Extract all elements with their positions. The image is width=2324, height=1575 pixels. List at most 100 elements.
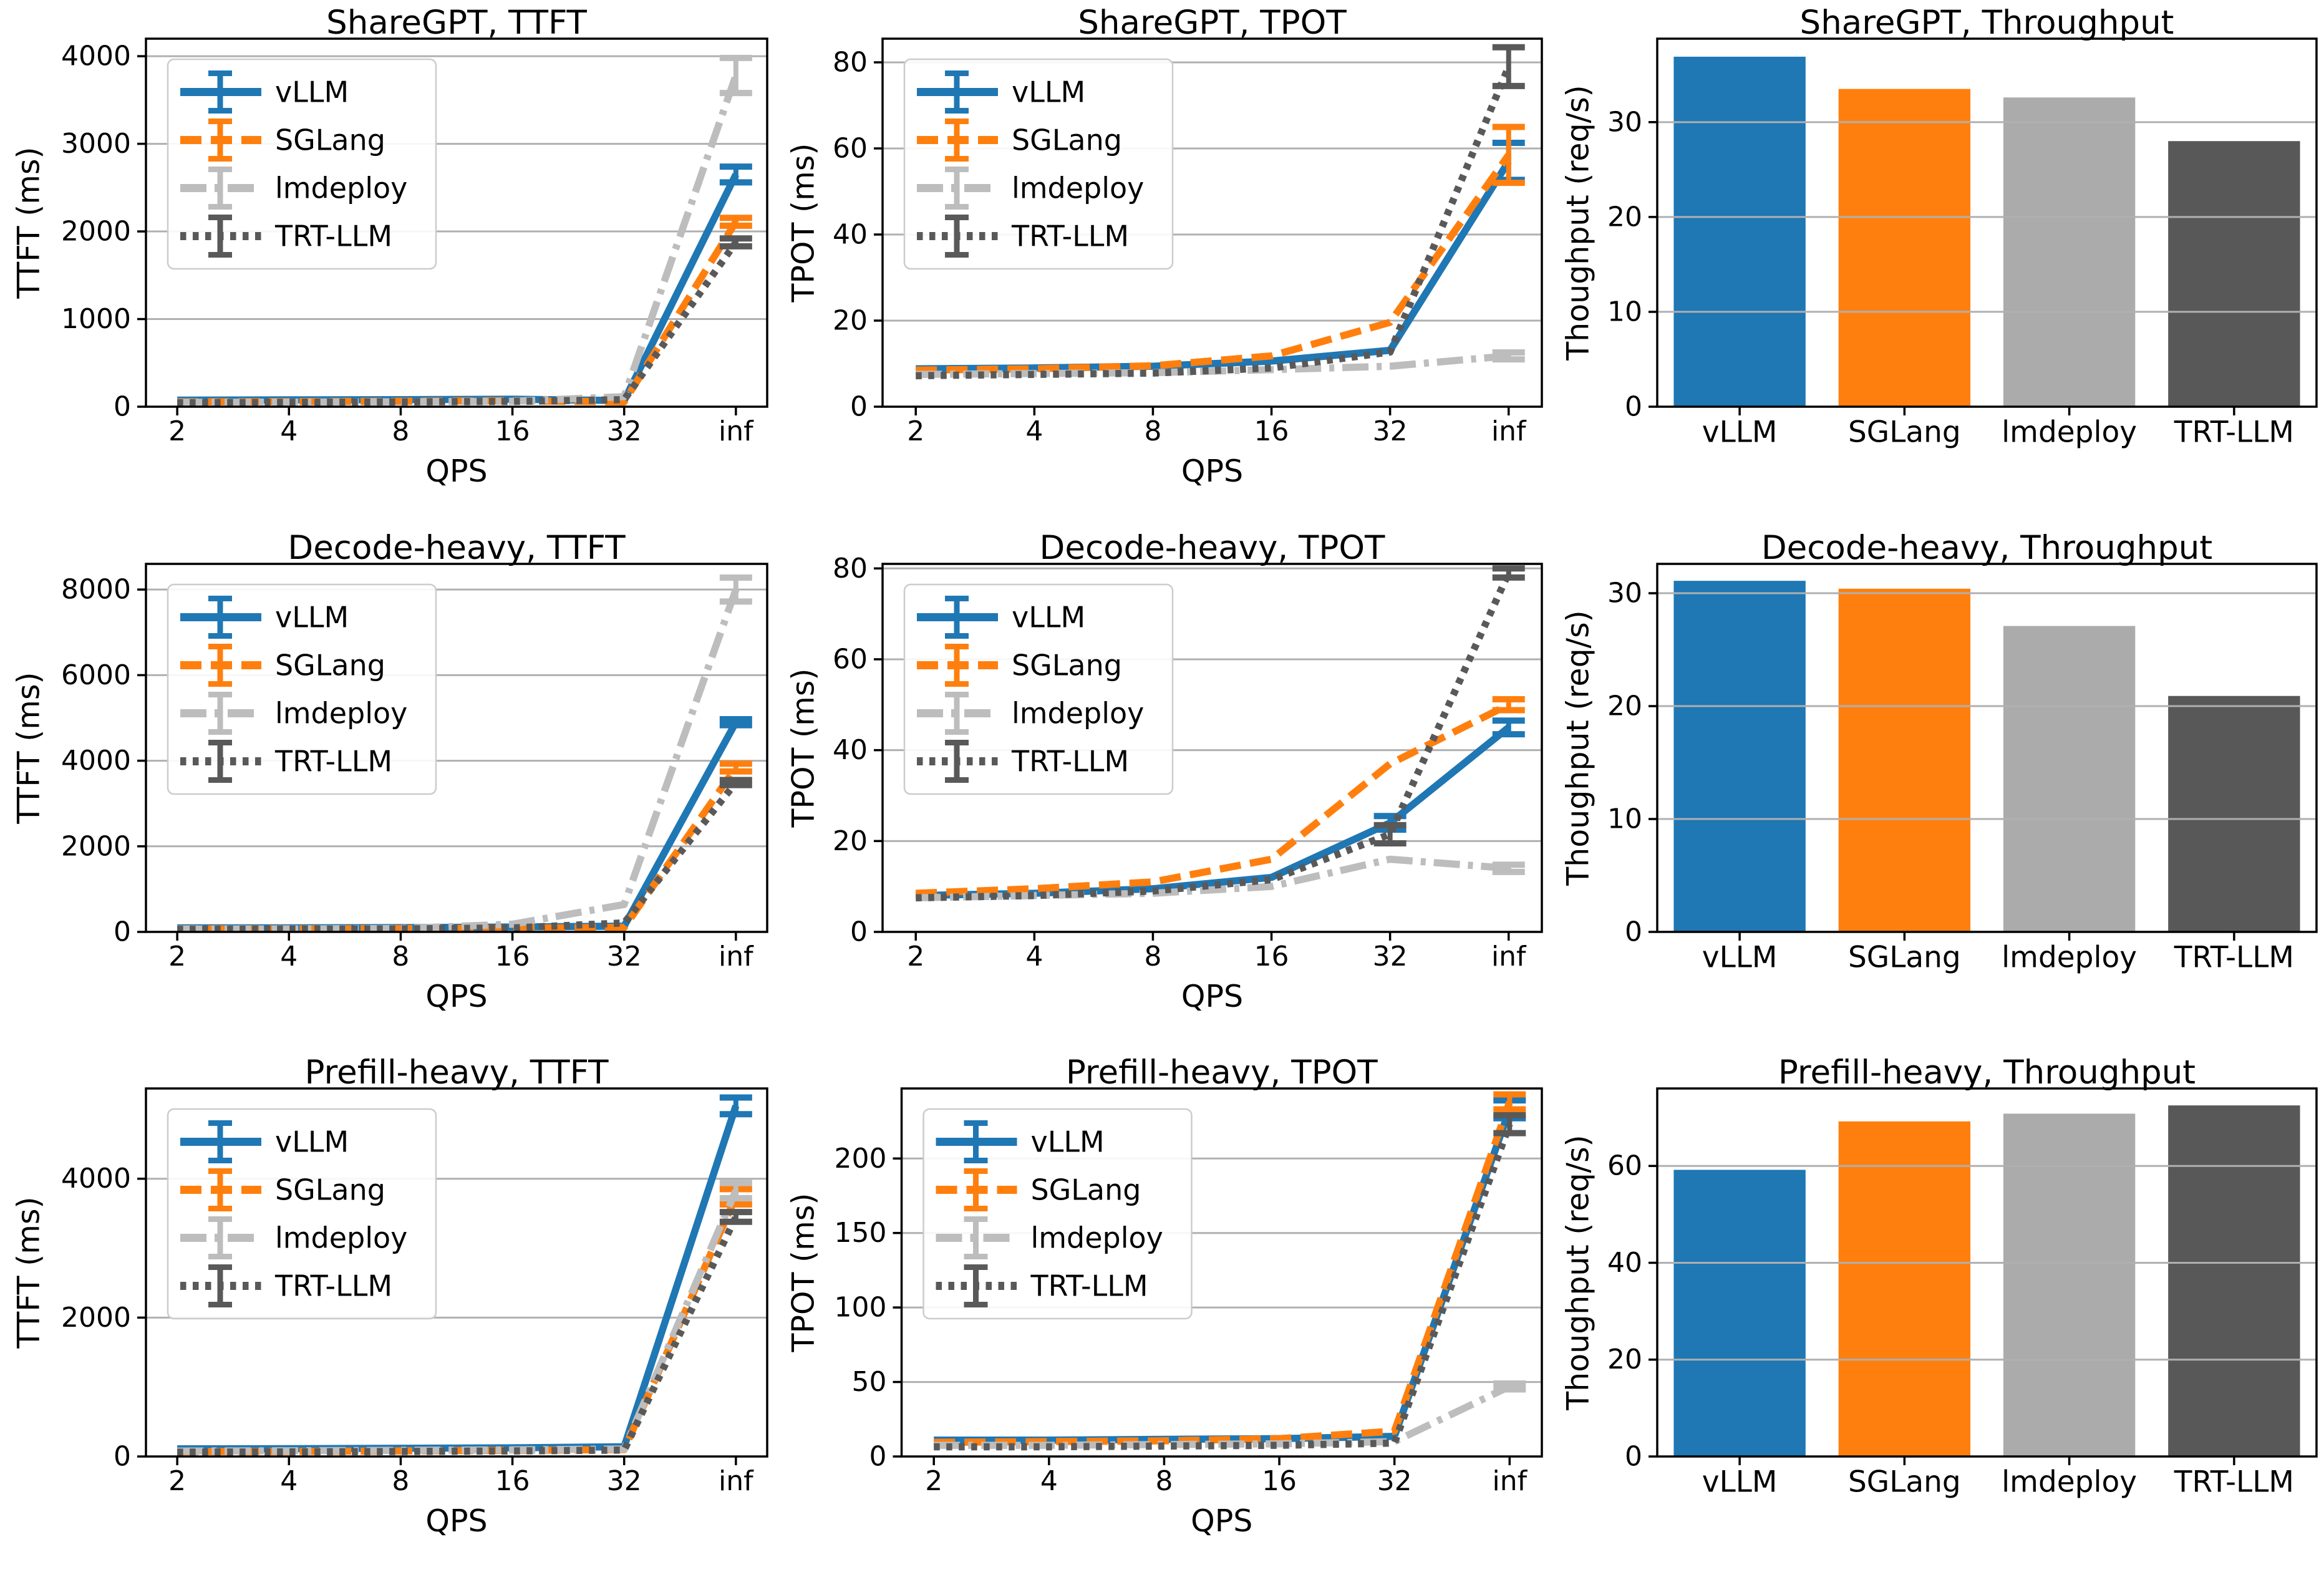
x-tick-label: 2 <box>168 415 186 447</box>
bar-category-label: TRT-LLM <box>2174 1465 2294 1500</box>
legend-label: vLLM <box>1012 600 1085 634</box>
y-tick-label: 40 <box>1607 1247 1642 1279</box>
chart-title: Decode-heavy, TTFT <box>288 528 626 567</box>
y-tick-label: 4000 <box>61 745 131 777</box>
x-tick-label: 4 <box>1040 1465 1058 1497</box>
bar-category-label: vLLM <box>1702 415 1778 449</box>
x-axis: 2 4 8 16 32 inf QPS <box>907 931 1527 1014</box>
plot-frame <box>1656 37 2318 408</box>
x-axis: 2 4 8 16 32 inf QPS <box>925 1456 1528 1539</box>
legend-entry-vLLM: vLLM <box>180 595 349 639</box>
bar-vLLM <box>1673 1170 1806 1457</box>
chart-decode-heavy-ttft: Decode-heavy, TTFT 2 4 8 16 32 inf QPS 0 2000 400… <box>0 525 775 1050</box>
chart-sharegpt-throughput: ShareGPT, Throughput vLLM SGLang lmdeploy T… <box>1549 0 2324 525</box>
bar-vLLM <box>1673 56 1806 407</box>
chart-canvas: 2 4 8 16 32 inf QPS 0 1000 2000 3000 4000 TTFT (ms) v… <box>11 37 768 489</box>
bar-category-label: vLLM <box>1702 940 1778 974</box>
legend-label: SGLang <box>275 1173 385 1207</box>
chart-canvas: 2 4 8 16 32 inf QPS 0 50 100 150 200 TPOT (ms) vLLM SG… <box>786 1087 1543 1539</box>
y-tick-label: 60 <box>833 643 868 675</box>
x-tick-label: inf <box>1491 941 1527 972</box>
legend-label: TRT-LLM <box>274 1269 392 1303</box>
legend-box <box>922 1108 1193 1320</box>
series-area <box>916 44 1525 380</box>
legend-entry-SGLang: SGLang <box>917 118 1122 162</box>
x-tick-label: 32 <box>607 941 642 972</box>
series-TRT-LLM <box>177 1209 752 1456</box>
bar-TRT-LLM <box>2168 1105 2300 1457</box>
series-lmdeploy <box>916 349 1525 378</box>
y-tick-label: 3000 <box>61 128 131 160</box>
bar-SGLang <box>1838 588 1971 932</box>
y-tick-label: 20 <box>833 304 868 336</box>
x-axis: 2 4 8 16 32 inf QPS <box>907 406 1527 489</box>
legend: vLLM SGLang lmdeploy TRT-LLM <box>903 58 1174 270</box>
legend: vLLM SGLang lmdeploy TRT-LLM <box>922 1108 1193 1320</box>
chart-canvas: vLLM SGLang lmdeploy TRT-LLM 0 10 20 30 Thoughpu… <box>1561 37 2318 449</box>
chart-sharegpt-ttft: ShareGPT, TTFT 2 4 8 16 32 inf QPS 0 1000 2000 300… <box>0 0 775 525</box>
legend-entry-lmdeploy: lmdeploy <box>917 166 1144 210</box>
legend-entry-vLLM: vLLM <box>936 1120 1105 1164</box>
x-axis-label: QPS <box>1181 453 1243 489</box>
series-TRT-LLM <box>934 1112 1526 1451</box>
legend: vLLM SGLang lmdeploy TRT-LLM <box>903 583 1174 795</box>
x-tick-label: 32 <box>1373 941 1408 972</box>
y-tick-label: 60 <box>1607 1150 1642 1182</box>
plot-frame <box>1656 562 2318 933</box>
legend-entry-SGLang: SGLang <box>180 118 385 162</box>
x-axis: 2 4 8 16 32 inf QPS <box>168 931 754 1014</box>
x-tick-label: 32 <box>1373 415 1408 447</box>
legend-entry-SGLang: SGLang <box>936 1168 1141 1212</box>
y-tick-label: 0 <box>1625 1441 1642 1473</box>
y-axis: 0 20 40 60 80 TPOT (ms) <box>786 46 883 422</box>
x-axis-label: QPS <box>425 979 487 1014</box>
x-tick-label: 2 <box>168 941 186 972</box>
y-axis: 0 50 100 150 200 TPOT (ms) <box>786 1143 902 1473</box>
chart-canvas: vLLM SGLang lmdeploy TRT-LLM 0 20 40 60 Thoughpu… <box>1561 1087 2318 1500</box>
series-SGLang <box>916 695 1525 897</box>
chart-decode-heavy-tpot: Decode-heavy, TPOT 2 4 8 16 32 inf QPS 0 20 40 60 8… <box>775 525 1549 1050</box>
legend-label: lmdeploy <box>1012 171 1144 205</box>
y-tick-label: 4000 <box>61 41 131 72</box>
legend-label: lmdeploy <box>275 1221 407 1255</box>
series-SGLang <box>916 124 1525 374</box>
chart-title: Prefill-heavy, Throughput <box>1778 1054 2196 1092</box>
bar-category-label: lmdeploy <box>2002 940 2137 974</box>
bar-category-label: SGLang <box>1848 940 1961 974</box>
bar-category-label: vLLM <box>1702 1465 1778 1500</box>
y-tick-label: 2000 <box>61 1302 131 1334</box>
y-tick-label: 10 <box>1607 803 1642 835</box>
y-tick-label: 20 <box>1607 690 1642 722</box>
x-tick-label: 4 <box>280 941 298 972</box>
chart-title: ShareGPT, TPOT <box>1078 4 1347 42</box>
legend-label: SGLang <box>275 648 385 682</box>
y-tick-label: 100 <box>835 1292 887 1324</box>
y-tick-label: 50 <box>852 1366 887 1398</box>
y-tick-label: 60 <box>833 132 868 164</box>
y-tick-label: 10 <box>1607 296 1642 327</box>
x-tick-label: 16 <box>1254 941 1289 972</box>
x-tick-label: 8 <box>1144 941 1161 972</box>
y-tick-label: 2000 <box>61 216 131 248</box>
y-axis: 0 20 40 60 Thoughput (req/s) <box>1561 1135 1658 1473</box>
chart-title: Prefill-heavy, TPOT <box>1065 1054 1378 1092</box>
legend-entry-TRT-LLM: TRT-LLM <box>917 214 1129 258</box>
plot-frame <box>1656 1087 2318 1458</box>
y-tick-label: 0 <box>850 390 868 422</box>
y-axis-label: Thoughput (req/s) <box>1561 85 1596 361</box>
legend-label: lmdeploy <box>1012 696 1144 730</box>
bar-category-label: SGLang <box>1848 1465 1961 1500</box>
y-tick-label: 1000 <box>61 303 131 335</box>
legend-label: SGLang <box>1012 648 1122 682</box>
y-tick-label: 0 <box>869 1441 887 1473</box>
series-lmdeploy <box>177 1180 752 1455</box>
y-tick-label: 200 <box>835 1143 887 1175</box>
legend-box <box>167 583 437 795</box>
series-area <box>916 565 1525 901</box>
bar-lmdeploy <box>2003 626 2136 932</box>
x-tick-label: 2 <box>168 1465 186 1497</box>
x-axis: vLLM SGLang lmdeploy TRT-LLM <box>1702 1456 2294 1500</box>
legend-box <box>903 58 1174 270</box>
x-tick-label: 4 <box>1025 415 1043 447</box>
